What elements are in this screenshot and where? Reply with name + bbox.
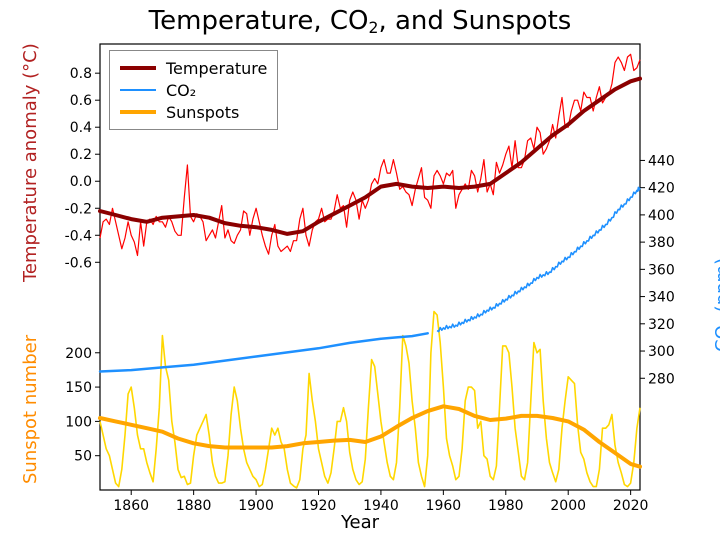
co2-tick-label: 420 [648, 181, 675, 197]
temp-tick-label: 0.8 [70, 66, 92, 82]
legend-item: CO₂ [120, 79, 267, 101]
temp-tick-label: 0.6 [70, 93, 92, 109]
sun-tick-label: 50 [74, 449, 92, 465]
legend-label: Temperature [166, 59, 267, 78]
temp-tick-label: -0.6 [65, 255, 92, 271]
co2-tick-label: 380 [648, 235, 675, 251]
plot-svg: 186018801900192019401960198020002020-0.6… [0, 0, 720, 540]
co2-tick-label: 280 [648, 371, 675, 387]
co2-line [100, 333, 428, 371]
temp-tick-label: -0.4 [65, 228, 92, 244]
co2-tick-label: 300 [648, 344, 675, 360]
sun-tick-label: 100 [65, 414, 92, 430]
chart-container: Temperature, CO2, and Sunspots 186018801… [0, 0, 720, 540]
co2-tick-label: 440 [648, 153, 675, 169]
legend-item: Sunspots [120, 101, 267, 123]
legend-swatch [120, 110, 156, 114]
sun-tick-label: 200 [65, 346, 92, 362]
temp-tick-label: 0.4 [70, 120, 92, 136]
legend-label: CO₂ [166, 81, 196, 100]
sun-tick-label: 150 [65, 380, 92, 396]
legend-box: Temperature CO₂ Sunspots [109, 50, 278, 130]
legend-label: Sunspots [166, 103, 239, 122]
x-axis-label: Year [0, 512, 720, 533]
legend-item: Temperature [120, 57, 267, 79]
co2-raw-line [437, 187, 640, 331]
temp-axis-label: Temperature anomaly (°C) [20, 43, 41, 282]
sunspot-raw-line [100, 312, 640, 488]
co2-tick-label: 320 [648, 317, 675, 333]
co2-tick-label: 340 [648, 290, 675, 306]
temp-tick-label: 0.0 [70, 174, 92, 190]
co2-tick-label: 360 [648, 262, 675, 278]
sunspot-axis-label: Sunspot number [20, 335, 41, 484]
temp-tick-label: -0.2 [65, 201, 92, 217]
legend-swatch [120, 89, 156, 91]
co2-axis-label: CO₂ (ppm) [712, 258, 720, 352]
temp-tick-label: 0.2 [70, 147, 92, 163]
legend-swatch [120, 66, 156, 70]
co2-tick-label: 400 [648, 208, 675, 224]
